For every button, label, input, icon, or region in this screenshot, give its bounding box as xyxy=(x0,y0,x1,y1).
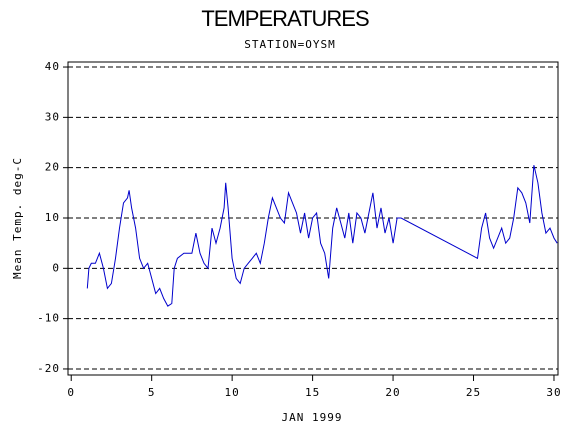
y-tick-label: -10 xyxy=(37,312,60,325)
chart-subtitle: STATION=OYSM xyxy=(244,38,335,51)
x-tick-label: 10 xyxy=(225,386,240,399)
y-tick-label: 10 xyxy=(45,211,60,224)
x-tick-label: 25 xyxy=(466,386,481,399)
y-tick-label: -20 xyxy=(37,362,60,375)
x-tick-label: 0 xyxy=(67,386,75,399)
y-tick-label: 20 xyxy=(45,161,60,174)
y-tick-label: 40 xyxy=(45,60,60,73)
x-axis-label: JAN 1999 xyxy=(282,411,343,424)
data-line xyxy=(86,165,558,307)
x-tick-label: 5 xyxy=(148,386,156,399)
x-tick-label: 30 xyxy=(546,386,561,399)
y-axis-label: Mean Temp. deg-C xyxy=(11,157,24,279)
x-tick-label: 15 xyxy=(305,386,320,399)
y-tick-label: 30 xyxy=(45,110,60,123)
y-tick-label: 0 xyxy=(52,261,60,274)
chart-title: TEMPERATURES xyxy=(201,6,369,31)
x-tick-label: 20 xyxy=(385,386,400,399)
